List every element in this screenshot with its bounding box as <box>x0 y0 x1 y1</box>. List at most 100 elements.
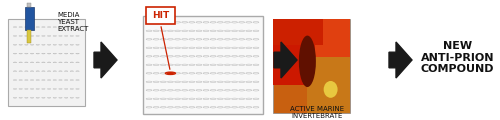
Circle shape <box>210 47 216 48</box>
Circle shape <box>238 30 244 32</box>
Text: HIT: HIT <box>152 11 169 20</box>
Bar <box>308 52 350 113</box>
Circle shape <box>24 97 28 98</box>
Circle shape <box>76 53 79 54</box>
Circle shape <box>160 56 166 57</box>
Circle shape <box>203 39 209 40</box>
Circle shape <box>24 62 28 63</box>
Circle shape <box>153 56 159 57</box>
Circle shape <box>189 107 195 108</box>
Circle shape <box>30 97 34 98</box>
Circle shape <box>19 71 22 72</box>
Circle shape <box>24 53 28 54</box>
Circle shape <box>168 73 173 74</box>
Circle shape <box>246 30 252 32</box>
Circle shape <box>238 47 244 48</box>
Circle shape <box>160 64 166 66</box>
Bar <box>272 19 323 45</box>
Circle shape <box>70 71 73 72</box>
Circle shape <box>232 107 237 108</box>
Circle shape <box>42 80 45 81</box>
Circle shape <box>160 81 166 83</box>
Circle shape <box>36 80 40 81</box>
Circle shape <box>174 39 180 40</box>
Circle shape <box>182 73 188 74</box>
Circle shape <box>182 56 188 57</box>
Circle shape <box>48 80 51 81</box>
Circle shape <box>146 73 152 74</box>
Circle shape <box>253 90 259 91</box>
Circle shape <box>160 73 166 74</box>
Circle shape <box>218 39 224 40</box>
Circle shape <box>76 44 79 45</box>
Circle shape <box>19 88 22 89</box>
Circle shape <box>182 39 188 40</box>
Circle shape <box>189 81 195 83</box>
Circle shape <box>168 64 173 66</box>
Circle shape <box>218 98 224 99</box>
Circle shape <box>218 56 224 57</box>
Text: ACTIVE MARINE
INVERTEBRATE: ACTIVE MARINE INVERTEBRATE <box>290 106 344 119</box>
Circle shape <box>146 47 152 48</box>
Circle shape <box>76 80 79 81</box>
Circle shape <box>53 62 56 63</box>
Circle shape <box>218 107 224 108</box>
Circle shape <box>189 98 195 99</box>
Circle shape <box>59 88 62 89</box>
Circle shape <box>53 44 56 45</box>
Circle shape <box>19 53 22 54</box>
Circle shape <box>224 81 230 83</box>
Circle shape <box>224 22 230 23</box>
Circle shape <box>210 56 216 57</box>
Circle shape <box>168 56 173 57</box>
Text: MEDIA
YEAST
EXTRACT: MEDIA YEAST EXTRACT <box>58 12 89 32</box>
Text: NEW
ANTI-PRION
COMPOUND: NEW ANTI-PRION COMPOUND <box>421 41 494 74</box>
Circle shape <box>210 81 216 83</box>
Circle shape <box>168 90 173 91</box>
Circle shape <box>196 98 202 99</box>
Circle shape <box>224 73 230 74</box>
Circle shape <box>30 71 34 72</box>
Circle shape <box>146 64 152 66</box>
Circle shape <box>53 97 56 98</box>
Circle shape <box>168 30 173 32</box>
Circle shape <box>182 81 188 83</box>
Circle shape <box>64 53 68 54</box>
Circle shape <box>196 22 202 23</box>
Ellipse shape <box>299 36 316 87</box>
Circle shape <box>232 22 237 23</box>
Circle shape <box>203 81 209 83</box>
Circle shape <box>70 62 73 63</box>
Circle shape <box>196 64 202 66</box>
Circle shape <box>218 22 224 23</box>
Circle shape <box>196 39 202 40</box>
Circle shape <box>153 30 159 32</box>
Circle shape <box>224 98 230 99</box>
Circle shape <box>19 44 22 45</box>
Circle shape <box>253 73 259 74</box>
Circle shape <box>153 107 159 108</box>
Circle shape <box>153 47 159 48</box>
Circle shape <box>232 64 237 66</box>
Circle shape <box>14 80 16 81</box>
Circle shape <box>19 97 22 98</box>
Circle shape <box>53 80 56 81</box>
Circle shape <box>168 39 173 40</box>
Circle shape <box>19 62 22 63</box>
Circle shape <box>246 81 252 83</box>
Circle shape <box>64 71 68 72</box>
Circle shape <box>42 62 45 63</box>
Circle shape <box>153 39 159 40</box>
Circle shape <box>246 90 252 91</box>
Bar <box>27 30 31 43</box>
FancyArrow shape <box>94 42 117 78</box>
Circle shape <box>146 81 152 83</box>
Circle shape <box>174 56 180 57</box>
Circle shape <box>53 88 56 89</box>
Circle shape <box>224 47 230 48</box>
Circle shape <box>153 64 159 66</box>
Circle shape <box>232 98 237 99</box>
Bar <box>27 3 32 7</box>
Circle shape <box>70 80 73 81</box>
Circle shape <box>238 107 244 108</box>
